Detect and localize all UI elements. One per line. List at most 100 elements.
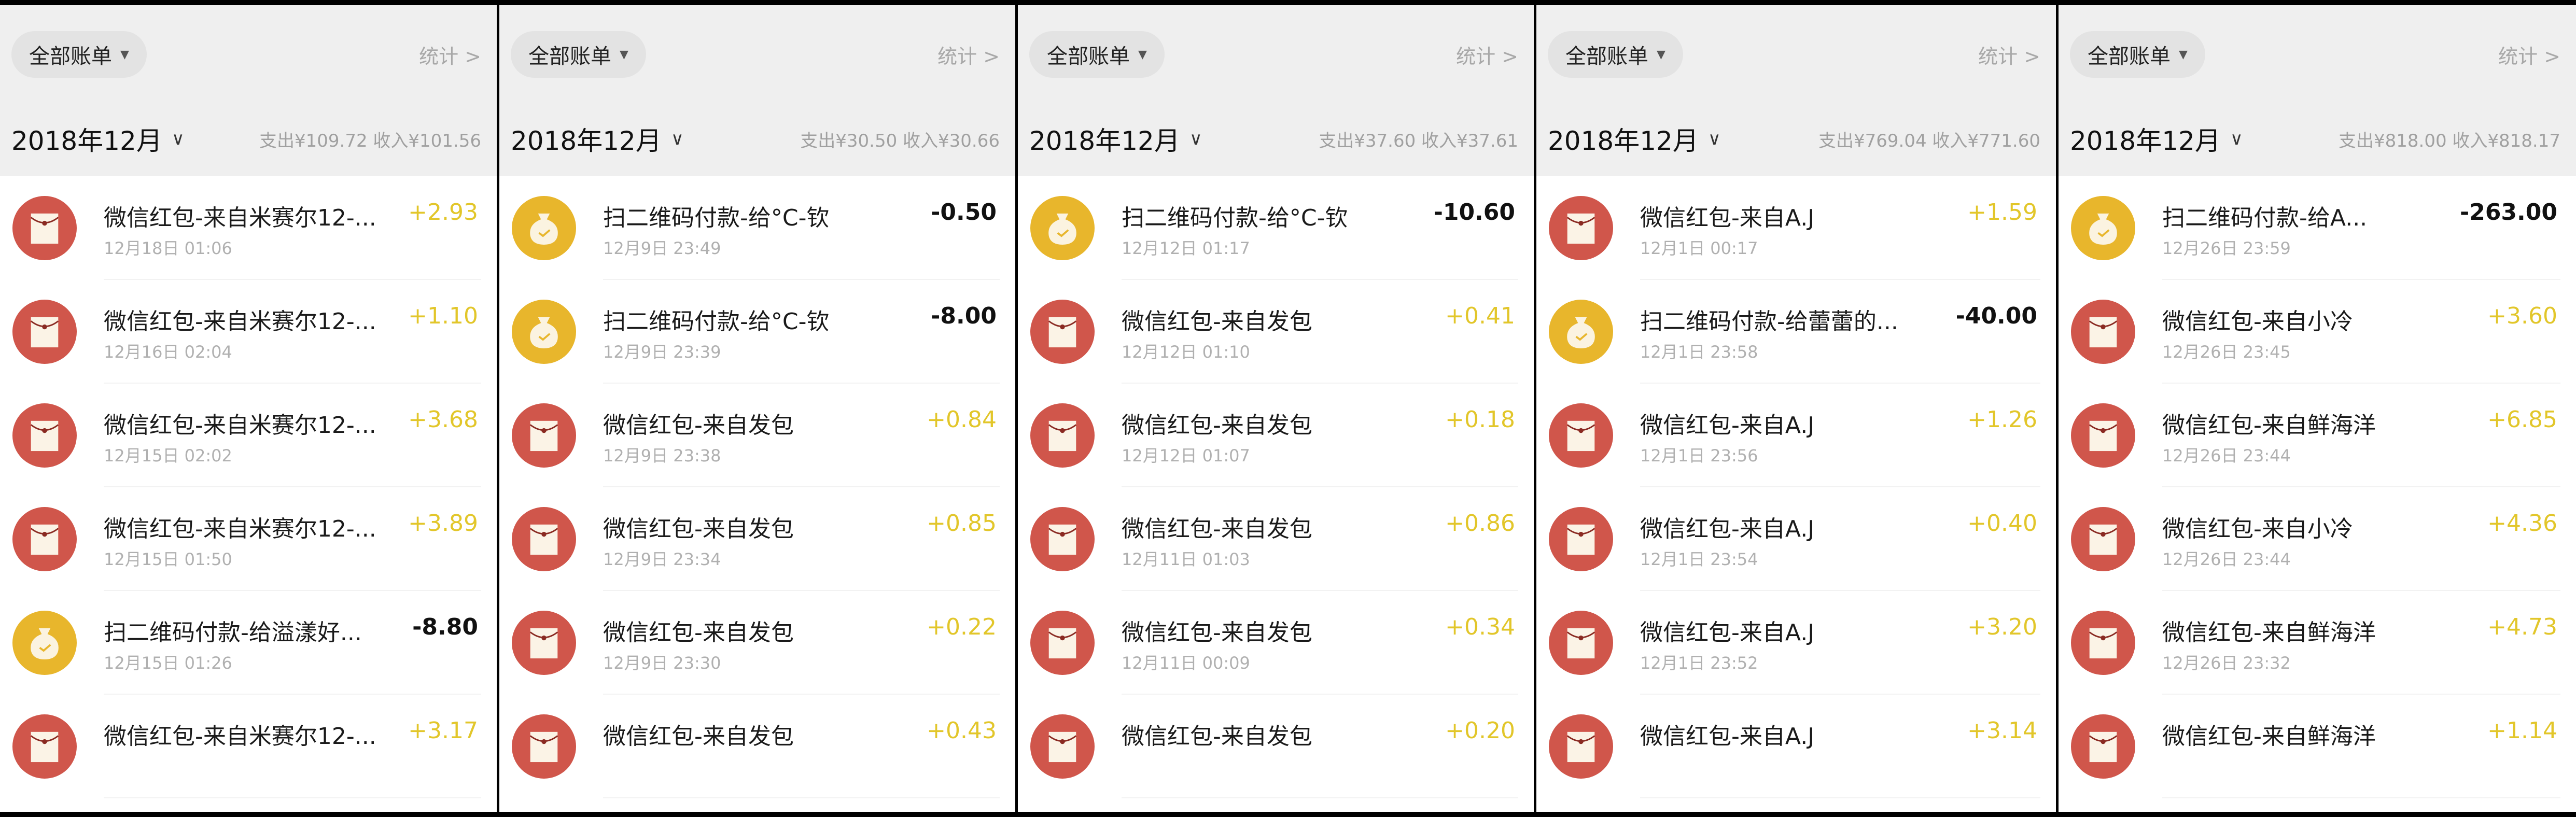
transaction-title: 微信红包-来自A.J	[1640, 412, 1815, 439]
transaction-row[interactable]: 微信红包-来自发包 12月9日 23:34 +0.85	[499, 487, 1015, 591]
transaction-amount: -0.50	[931, 199, 997, 226]
transaction-row[interactable]: 扫二维码付款-给°C-钦 12月9日 23:49 -0.50	[499, 176, 1015, 280]
transaction-title: 微信红包-来自A.J	[1640, 516, 1815, 542]
filter-dropdown[interactable]: 全部账单 ▼	[1029, 31, 1165, 78]
transaction-title: 扫二维码付款-给A...	[2162, 205, 2368, 231]
transaction-row[interactable]: 扫二维码付款-给°C-钦 12月9日 23:39 -8.00	[499, 280, 1015, 384]
transaction-date: 12月1日 23:52	[1640, 653, 1758, 673]
chevron-down-icon: ∨	[1707, 129, 1721, 149]
filter-dropdown[interactable]: 全部账单 ▼	[1548, 31, 1683, 78]
dropdown-triangle-icon: ▼	[620, 48, 628, 61]
transaction-row[interactable]: 微信红包-来自A.J 12月1日 23:54 +0.40	[1536, 487, 2056, 591]
filter-dropdown[interactable]: 全部账单 ▼	[511, 31, 646, 78]
transaction-date: 12月11日 00:09	[1122, 653, 1250, 673]
money-bag-icon	[512, 300, 576, 364]
transaction-row[interactable]: 微信红包-来自小冷 12月26日 23:44 +4.36	[2059, 487, 2576, 591]
transaction-title: 微信红包-来自发包	[1122, 723, 1312, 750]
month-picker[interactable]: 2018年12月 ∨	[511, 120, 684, 158]
transaction-row[interactable]: 微信红包-来自发包 +0.20	[1018, 695, 1534, 798]
transaction-amount: +1.59	[1967, 199, 2037, 226]
stats-link[interactable]: 统计 >	[419, 45, 481, 68]
transaction-date: 12月16日 02:04	[104, 342, 232, 362]
transaction-row[interactable]: 扫二维码付款-给蕾蕾的... 12月1日 23:58 -40.00	[1536, 280, 2056, 384]
transaction-title: 扫二维码付款-给°C-钦	[603, 308, 830, 335]
money-bag-icon	[1030, 196, 1095, 260]
transaction-row[interactable]: 扫二维码付款-给°C-钦 12月12日 01:17 -10.60	[1018, 176, 1534, 280]
transaction-row[interactable]: 微信红包-来自A.J +3.14	[1536, 695, 2056, 798]
month-summary: 支出¥769.04 收入¥771.60	[1818, 131, 2040, 151]
month-picker[interactable]: 2018年12月 ∨	[11, 120, 185, 158]
dropdown-triangle-icon: ▼	[1138, 48, 1147, 61]
transaction-row[interactable]: 微信红包-来自A.J 12月1日 23:56 +1.26	[1536, 384, 2056, 487]
red-envelope-icon	[1549, 714, 1613, 779]
red-envelope-icon	[2071, 300, 2135, 364]
transaction-row[interactable]: 微信红包-来自鲜海洋 +1.14	[2059, 695, 2576, 798]
transaction-row[interactable]: 微信红包-来自发包 12月9日 23:30 +0.22	[499, 591, 1015, 695]
month-picker[interactable]: 2018年12月 ∨	[1548, 120, 1721, 158]
red-envelope-icon	[1030, 300, 1095, 364]
transaction-row[interactable]: 微信红包-来自小冷 12月26日 23:45 +3.60	[2059, 280, 2576, 384]
transaction-row[interactable]: 微信红包-来自发包 12月9日 23:38 +0.84	[499, 384, 1015, 487]
transaction-row[interactable]: 微信红包-来自米赛尔12-... 12月15日 01:50 +3.89	[0, 487, 497, 591]
transaction-date: 12月26日 23:45	[2162, 342, 2291, 362]
filter-dropdown[interactable]: 全部账单 ▼	[11, 31, 147, 78]
transaction-row[interactable]: 微信红包-来自鲜海洋 12月26日 23:44 +6.85	[2059, 384, 2576, 487]
transaction-row[interactable]: 微信红包-来自A.J 12月1日 23:52 +3.20	[1536, 591, 2056, 695]
transaction-amount: +2.93	[408, 199, 478, 226]
transaction-date: 12月9日 23:34	[603, 550, 721, 569]
month-label: 2018年12月	[2070, 126, 2221, 156]
red-envelope-icon	[2071, 507, 2135, 571]
red-envelope-icon	[2071, 714, 2135, 779]
transaction-row[interactable]: 微信红包-来自米赛尔12-... +3.17	[0, 695, 497, 798]
transaction-title: 微信红包-来自A.J	[1640, 723, 1815, 750]
red-envelope-icon	[12, 403, 77, 468]
red-envelope-icon	[512, 507, 576, 571]
transaction-date: 12月9日 23:30	[603, 653, 721, 673]
filter-label: 全部账单	[2088, 45, 2171, 68]
transaction-date: 12月1日 23:56	[1640, 446, 1758, 466]
transaction-row[interactable]: 微信红包-来自米赛尔12-... 12月18日 01:06 +2.93	[0, 176, 497, 280]
transaction-date: 12月26日 23:44	[2162, 446, 2291, 466]
transaction-amount: +3.14	[1967, 717, 2037, 744]
stats-link[interactable]: 统计 >	[1978, 45, 2040, 68]
red-envelope-icon	[12, 300, 77, 364]
month-picker[interactable]: 2018年12月 ∨	[1029, 120, 1202, 158]
transaction-row[interactable]: 微信红包-来自A.J 12月1日 00:17 +1.59	[1536, 176, 2056, 280]
transaction-title: 微信红包-来自A.J	[1640, 619, 1815, 646]
chevron-down-icon: ∨	[670, 129, 684, 149]
transaction-row[interactable]: 扫二维码付款-给A... 12月26日 23:59 -263.00	[2059, 176, 2576, 280]
month-picker[interactable]: 2018年12月 ∨	[2070, 120, 2243, 158]
transaction-date: 12月11日 01:03	[1122, 550, 1250, 569]
month-summary: 支出¥818.00 收入¥818.17	[2338, 131, 2560, 151]
red-envelope-icon	[1549, 611, 1613, 675]
stats-link[interactable]: 统计 >	[937, 45, 1000, 68]
bill-panel: 全部账单 ▼ 统计 > 2018年12月 ∨ 支出¥109.72 收入¥101.56 微信红…	[0, 5, 497, 812]
transaction-date: 12月18日 01:06	[104, 238, 232, 258]
transaction-row[interactable]: 微信红包-来自发包 +0.43	[499, 695, 1015, 798]
transaction-title: 微信红包-来自发包	[1122, 516, 1312, 542]
filter-label: 全部账单	[1565, 45, 1648, 68]
transaction-title: 微信红包-来自发包	[603, 516, 794, 542]
red-envelope-icon	[1030, 403, 1095, 468]
transaction-row[interactable]: 微信红包-来自发包 12月11日 01:03 +0.86	[1018, 487, 1534, 591]
red-envelope-icon	[1030, 611, 1095, 675]
red-envelope-icon	[1549, 196, 1613, 260]
transaction-row[interactable]: 微信红包-来自发包 12月12日 01:10 +0.41	[1018, 280, 1534, 384]
filter-dropdown[interactable]: 全部账单 ▼	[2070, 31, 2205, 78]
transaction-date: 12月9日 23:39	[603, 342, 721, 362]
transaction-row[interactable]: 微信红包-来自发包 12月12日 01:07 +0.18	[1018, 384, 1534, 487]
stats-link[interactable]: 统计 >	[2498, 45, 2560, 68]
transaction-row[interactable]: 微信红包-来自鲜海洋 12月26日 23:32 +4.73	[2059, 591, 2576, 695]
transaction-row[interactable]: 微信红包-来自发包 12月11日 00:09 +0.34	[1018, 591, 1534, 695]
transaction-row[interactable]: 扫二维码付款-给溢漾好... 12月15日 01:26 -8.80	[0, 591, 497, 695]
transaction-row[interactable]: 微信红包-来自米赛尔12-... 12月15日 02:02 +3.68	[0, 384, 497, 487]
transaction-amount: +0.43	[927, 717, 997, 744]
transaction-list: 扫二维码付款-给°C-钦 12月9日 23:49 -0.50 扫二维码付款-给°C-钦…	[499, 176, 1015, 798]
red-envelope-icon	[512, 714, 576, 779]
transaction-title: 微信红包-来自米赛尔12-...	[104, 723, 376, 750]
stats-link[interactable]: 统计 >	[1456, 45, 1518, 68]
transaction-row[interactable]: 微信红包-来自米赛尔12-... 12月16日 02:04 +1.10	[0, 280, 497, 384]
transaction-amount: +0.18	[1445, 406, 1515, 433]
month-summary: 支出¥30.50 收入¥30.66	[800, 131, 1000, 151]
money-bag-icon	[2071, 196, 2135, 260]
